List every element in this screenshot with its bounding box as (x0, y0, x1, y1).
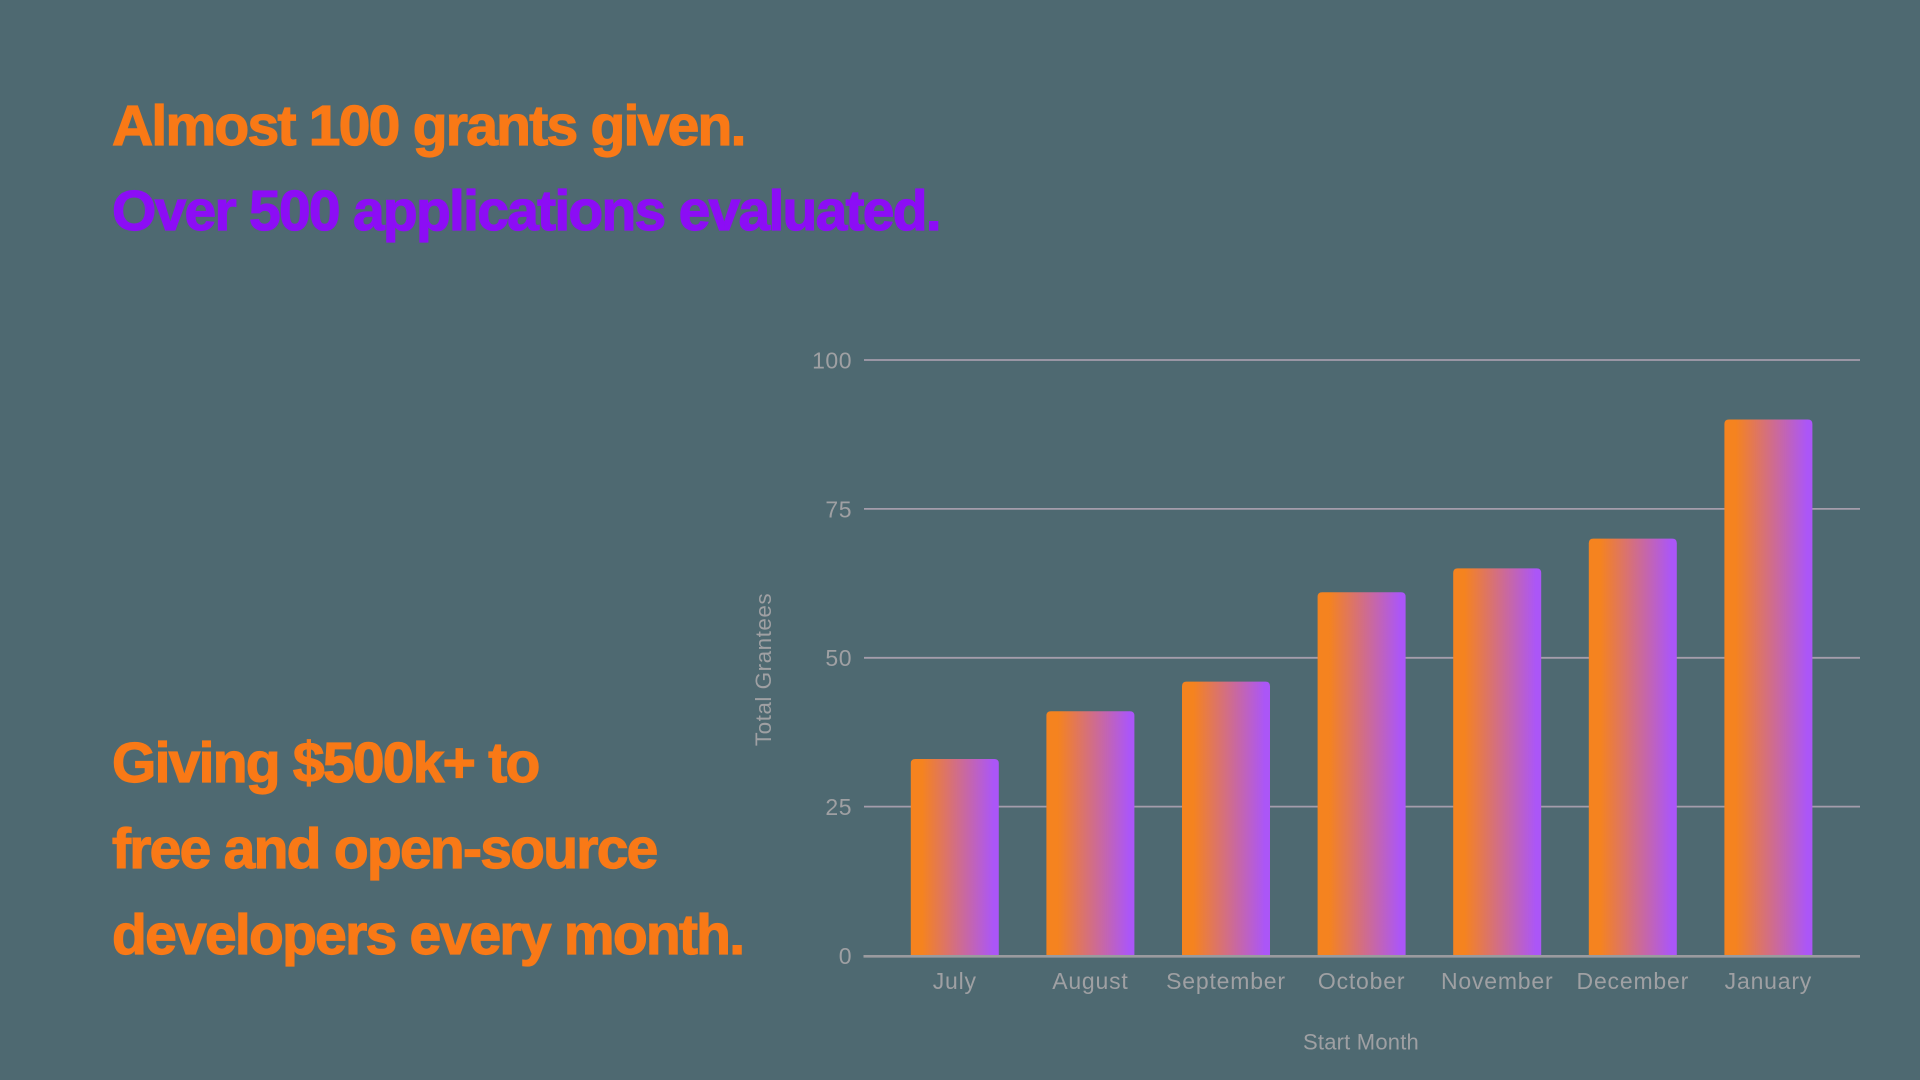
svg-text:Start Month: Start Month (1303, 1030, 1419, 1055)
svg-text:25: 25 (825, 794, 852, 820)
svg-text:October: October (1318, 968, 1405, 994)
svg-text:January: January (1725, 968, 1812, 994)
svg-text:July: July (933, 968, 977, 994)
svg-text:December: December (1577, 968, 1690, 994)
svg-text:100: 100 (812, 348, 852, 374)
svg-text:November: November (1441, 968, 1554, 994)
svg-text:August: August (1052, 968, 1128, 994)
svg-text:Total Grantees: Total Grantees (751, 593, 776, 746)
svg-text:September: September (1166, 968, 1286, 994)
svg-text:50: 50 (825, 645, 852, 671)
svg-text:0: 0 (839, 943, 852, 969)
svg-text:75: 75 (825, 496, 852, 522)
